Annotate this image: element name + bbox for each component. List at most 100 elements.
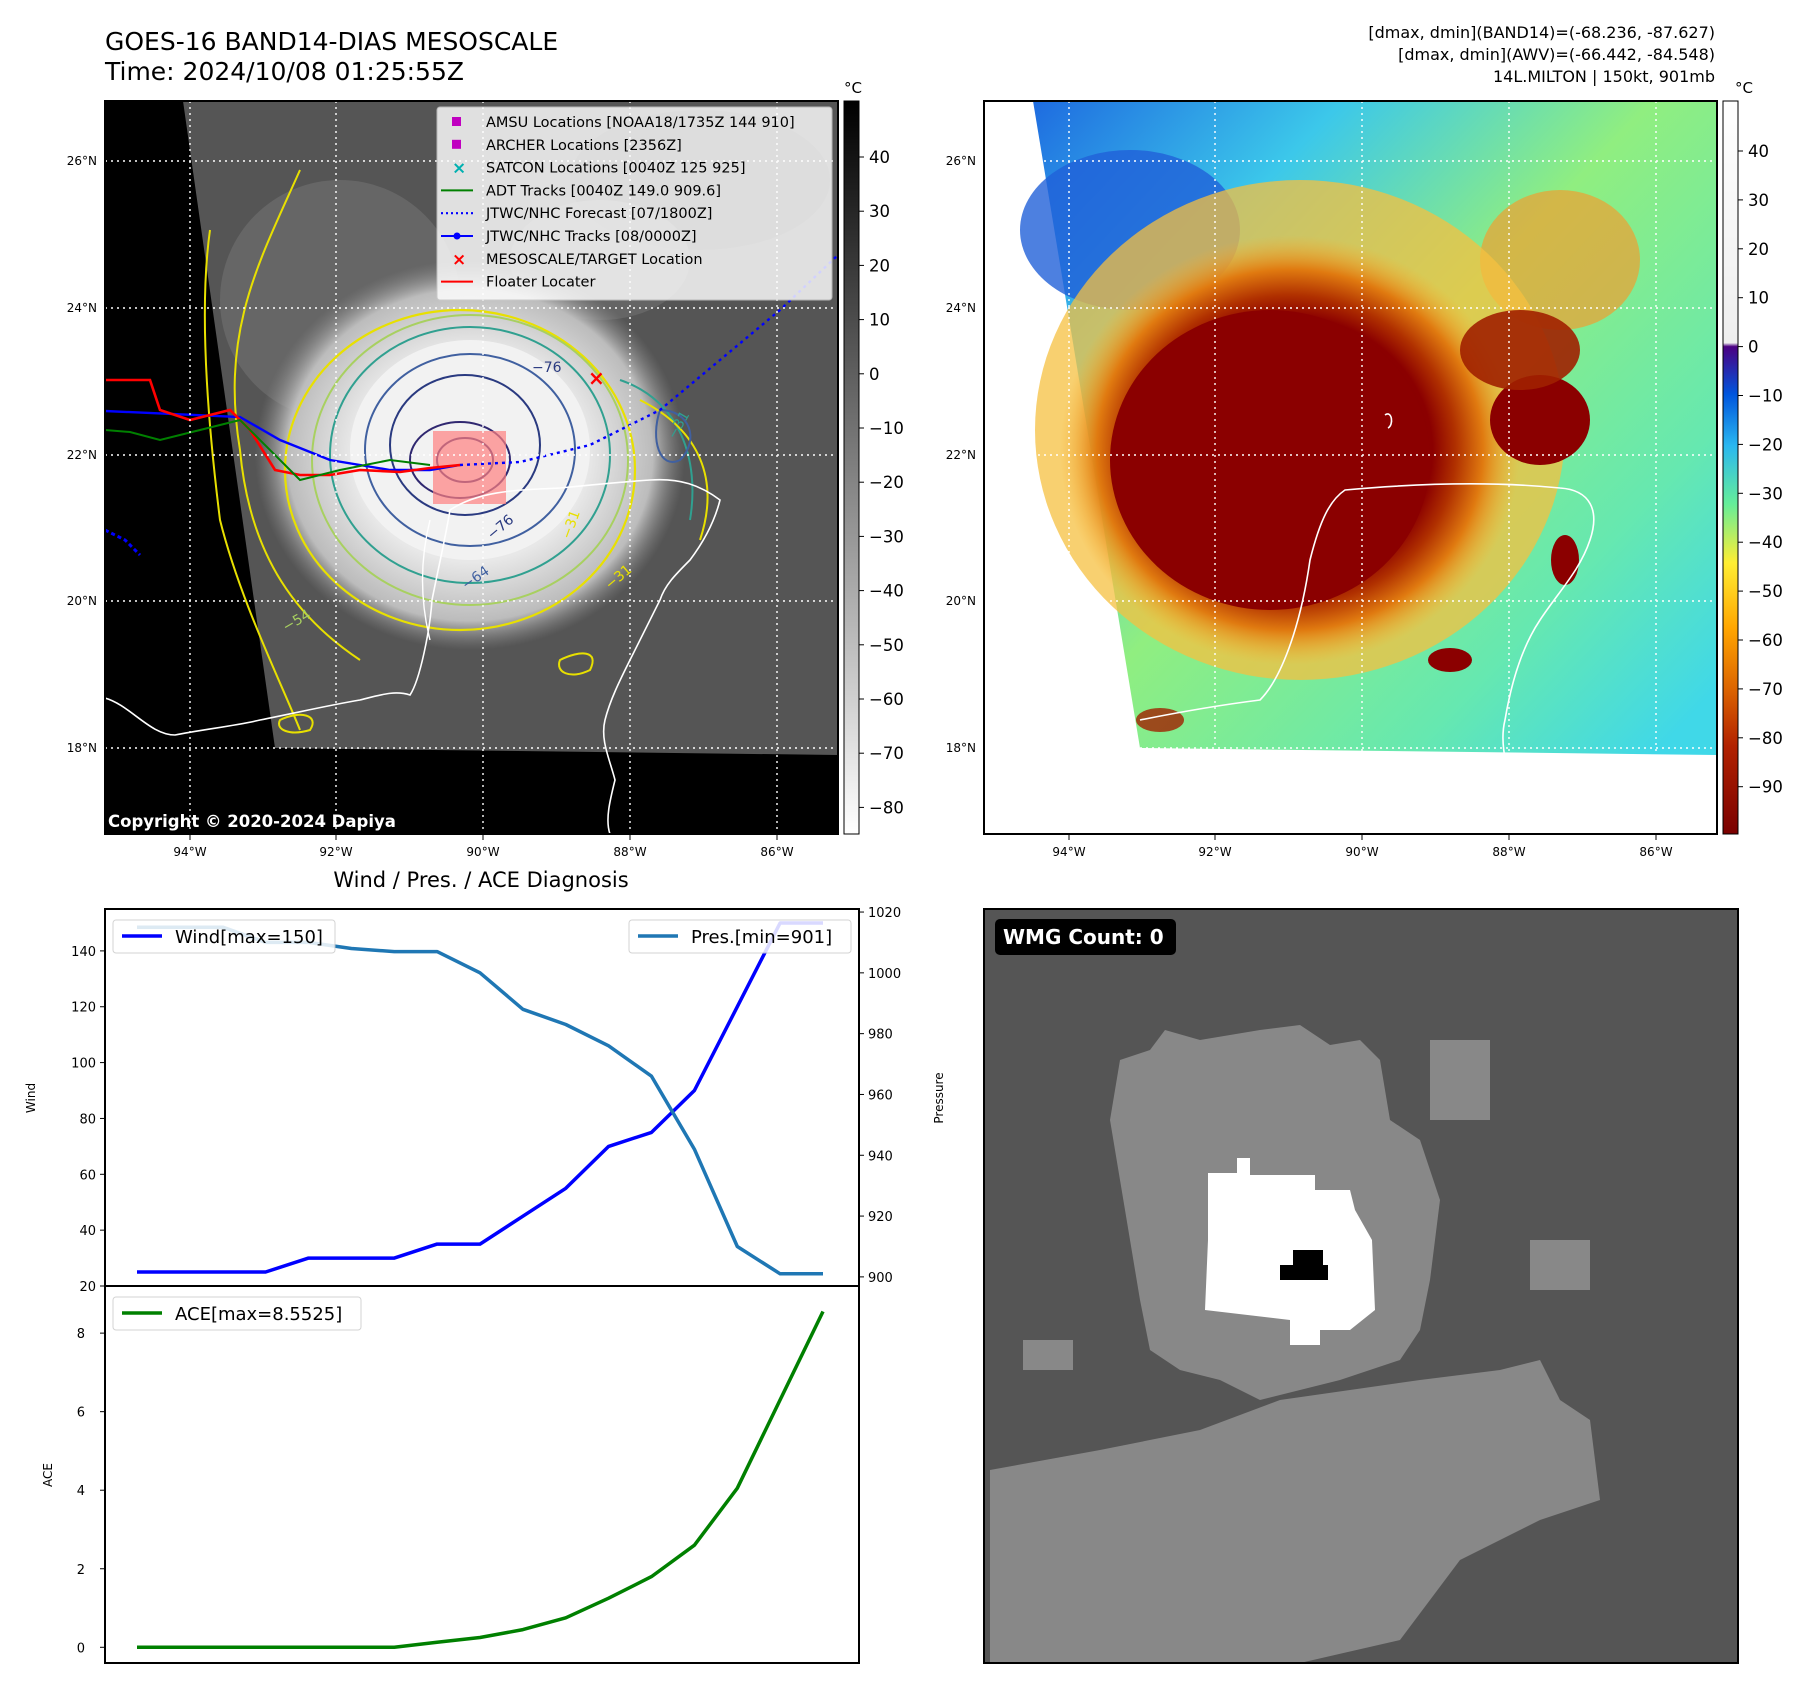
colorbar-tick-label: −30 bbox=[1748, 484, 1783, 503]
wmg-lower-band bbox=[990, 1360, 1600, 1663]
legend-item: AMSU Locations [NOAA18/1735Z 144 910] bbox=[452, 115, 795, 131]
legend-item: ADT Tracks [0040Z 149.0 909.6] bbox=[441, 183, 721, 199]
legend-label: SATCON Locations [0040Z 125 925] bbox=[486, 161, 745, 177]
awv-imagery bbox=[984, 101, 1717, 834]
legend-square-icon bbox=[452, 139, 461, 149]
colorbar-tick-label: 10 bbox=[869, 311, 890, 330]
lat-label: 24°N bbox=[946, 301, 976, 315]
lat-label: 24°N bbox=[67, 301, 97, 315]
legend-label: JTWC/NHC Forecast [07/1800Z] bbox=[485, 206, 712, 222]
lon-label: 94°W bbox=[173, 845, 206, 859]
lon-label: 92°W bbox=[1198, 845, 1231, 859]
ace-tick-label: 6 bbox=[77, 1406, 85, 1421]
pressure-tick-label: 900 bbox=[868, 1271, 893, 1286]
ir-colorbar-gradient bbox=[843, 100, 860, 835]
adt-track bbox=[105, 418, 431, 482]
legend-item: ARCHER Locations [2356Z] bbox=[452, 138, 682, 154]
target-marker: × bbox=[588, 366, 605, 390]
lon-label: 94°W bbox=[1052, 845, 1085, 859]
colorbar-tick-label: −70 bbox=[1748, 680, 1783, 699]
colorbar-tick-label: 20 bbox=[869, 256, 890, 275]
colorbar-tick-label: −30 bbox=[869, 527, 904, 546]
lon-label: 86°W bbox=[760, 845, 793, 859]
colorbar-tick-label: −70 bbox=[869, 744, 904, 763]
wind-tick-label: 140 bbox=[71, 945, 96, 960]
colorbar-tick-label: 30 bbox=[1748, 191, 1769, 210]
wmg-eyewall bbox=[1205, 1158, 1375, 1345]
lon-label: 90°W bbox=[1345, 845, 1378, 859]
pressure-tick-label: 960 bbox=[868, 1088, 893, 1103]
ace-tick-label: 2 bbox=[77, 1563, 85, 1578]
lon-label: 92°W bbox=[319, 845, 352, 859]
wind-tick-label: 80 bbox=[79, 1112, 96, 1127]
colorbar-tick-label: −10 bbox=[1748, 387, 1783, 406]
jtwc-track bbox=[105, 409, 461, 472]
colorbar-tick-label: 40 bbox=[869, 148, 890, 167]
pressure-tick-label: 1000 bbox=[868, 967, 901, 982]
floater-track bbox=[105, 378, 461, 477]
colorbar-tick-label: −90 bbox=[1748, 778, 1783, 797]
colorbar-tick-label: 30 bbox=[869, 202, 890, 221]
legend-label: JTWC/NHC Tracks [08/0000Z] bbox=[485, 229, 697, 245]
pressure-tick-label: 1020 bbox=[868, 906, 901, 921]
wind-legend: Wind[max=150] bbox=[112, 919, 336, 954]
ace-axis-label: ACE bbox=[41, 1463, 55, 1487]
legend-x-icon: × bbox=[452, 250, 466, 270]
pressure-tick-label: 940 bbox=[868, 1149, 893, 1164]
wind-pres-chart: 20 40 60 80 100 120 140 900 920 940 960 980 1000 102… bbox=[24, 906, 946, 1295]
wmg-count-label: WMG Count: 0 bbox=[1003, 925, 1164, 949]
ir-frame bbox=[104, 100, 839, 835]
colorbar-tick-label: 0 bbox=[869, 365, 880, 384]
legend-item: JTWC/NHC Tracks [08/0000Z] bbox=[441, 229, 697, 245]
contour-label: −76 bbox=[532, 360, 562, 376]
pressure-tick-label: 980 bbox=[868, 1028, 893, 1043]
legend-square-icon bbox=[452, 117, 461, 126]
colorbar-tick-label: −80 bbox=[869, 798, 904, 817]
colorbar-tick-label: −40 bbox=[1748, 533, 1783, 552]
wmg-frame bbox=[983, 908, 1739, 1664]
awv-colorbar-gradient bbox=[1722, 100, 1739, 835]
awv-coastline bbox=[1139, 483, 1595, 781]
ir-lat-labels: 26°N 24°N 22°N 20°N 18°N bbox=[67, 154, 97, 755]
colorbar-tick-label: 10 bbox=[1748, 289, 1769, 308]
wind-tick-label: 40 bbox=[79, 1224, 96, 1239]
legend-label: MESOSCALE/TARGET Location bbox=[486, 252, 703, 268]
wind-tick-label: 60 bbox=[79, 1168, 96, 1183]
jtwc-forecast bbox=[459, 254, 838, 467]
colorbar-tick-label: −80 bbox=[1748, 729, 1783, 748]
ir-lon-labels: 94°W 92°W 90°W 88°W 86°W bbox=[173, 834, 794, 859]
info-storm: 14L.MILTON | 150kt, 901mb bbox=[1493, 67, 1715, 86]
ace-tick-label: 8 bbox=[77, 1327, 85, 1342]
legend-label: Floater Locater bbox=[486, 275, 595, 291]
colorbar-tick-label: −20 bbox=[1748, 435, 1783, 454]
lat-label: 26°N bbox=[67, 154, 97, 168]
info-band14: [dmax, dmin](BAND14)=(-68.236, -87.627) bbox=[1368, 23, 1715, 42]
ir-colorbar: °C 40 30 20 10 0 −10 −20 −30 −40 −50 −60 −70 −80 bbox=[843, 79, 904, 835]
ace-frame bbox=[104, 1285, 860, 1664]
ace-tick-label: 4 bbox=[77, 1484, 85, 1499]
ir-colorbar-unit: °C bbox=[844, 79, 862, 97]
legend-item: × SATCON Locations [0040Z 125 925] bbox=[452, 159, 745, 179]
lat-label: 26°N bbox=[946, 154, 976, 168]
awv-colorbar-unit: °C bbox=[1735, 79, 1753, 97]
wind-pres-frame bbox=[104, 908, 860, 1287]
lat-label: 18°N bbox=[946, 741, 976, 755]
awv-lon-labels: 94°W 92°W 90°W 88°W 86°W bbox=[1052, 834, 1673, 859]
ace-legend-label: ACE[max=8.5525] bbox=[175, 1304, 342, 1325]
awv-frame bbox=[983, 100, 1718, 835]
ace-legend: ACE[max=8.5525] bbox=[112, 1296, 362, 1331]
info-awv: [dmax, dmin](AWV)=(-66.442, -84.548) bbox=[1398, 45, 1715, 64]
figure-time: Time: 2024/10/08 01:25:55Z bbox=[104, 57, 464, 86]
colorbar-tick-label: −60 bbox=[869, 690, 904, 709]
lon-label: 86°W bbox=[1639, 845, 1672, 859]
wind-legend-label: Wind[max=150] bbox=[175, 927, 323, 948]
ir-contour-blue bbox=[364, 353, 576, 547]
awv-panel bbox=[983, 100, 1718, 835]
legend-x-icon: × bbox=[452, 159, 466, 179]
ace-series-line bbox=[137, 1310, 825, 1650]
copyright: Copyright © 2020-2024 Dapiya bbox=[108, 812, 396, 831]
colorbar-tick-label: −20 bbox=[869, 473, 904, 492]
colorbar-tick-label: 20 bbox=[1748, 240, 1769, 259]
lon-label: 90°W bbox=[466, 845, 499, 859]
